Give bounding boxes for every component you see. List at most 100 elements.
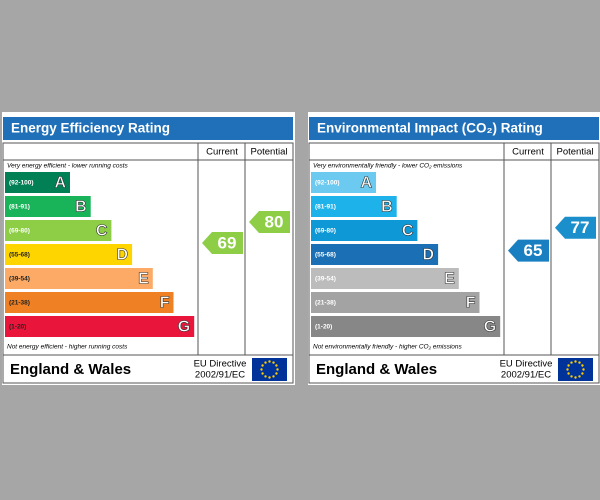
band-range: (21-38) (9, 300, 30, 307)
band-letter: B (75, 199, 87, 216)
panel-title: Environmental Impact (CO₂) Rating (317, 121, 543, 136)
rating-value: 69 (218, 233, 237, 252)
band-bar (311, 316, 501, 337)
rating-value: 65 (524, 241, 543, 260)
eu-star (268, 376, 271, 379)
rating-arrow (508, 239, 549, 262)
band-bar (311, 196, 397, 217)
rating-value: 80 (265, 212, 284, 231)
eu-star (275, 372, 278, 375)
footer-country: England & Wales (316, 361, 437, 378)
eu-star (275, 364, 278, 367)
rating-arrow (249, 211, 290, 233)
eu-star (574, 360, 577, 363)
eu-star (276, 368, 279, 371)
rating-value: 77 (571, 218, 590, 237)
rating-panel: Environmental Impact (CO₂) Rating Current… (308, 112, 600, 385)
eu-star (578, 375, 581, 378)
band-letter: D (117, 247, 129, 264)
band-letter: A (54, 175, 66, 192)
eu-star (582, 368, 585, 371)
panel-title: Energy Efficiency Rating (11, 121, 170, 136)
band-range: (92-100) (315, 180, 340, 187)
band-range: (55-68) (315, 252, 336, 259)
band-bar (5, 196, 91, 217)
band-range: (81-91) (9, 204, 30, 211)
bottom-note: Not energy efficient - higher running co… (7, 344, 128, 351)
band-letter: F (160, 295, 170, 312)
band-range: (21-38) (315, 300, 336, 307)
column-header: Potential (557, 147, 594, 158)
band-letter: F (466, 295, 476, 312)
eu-star (581, 364, 584, 367)
eu-star (567, 372, 570, 375)
band-letter: E (444, 271, 455, 288)
column-header: Current (206, 147, 238, 158)
band-range: (81-91) (315, 204, 336, 211)
eu-star (260, 368, 263, 371)
eu-star (566, 368, 569, 371)
eu-star (567, 364, 570, 367)
band-letter: E (138, 271, 149, 288)
band-bar (5, 244, 133, 265)
band-range: (1-20) (315, 324, 332, 331)
eu-star (578, 361, 581, 364)
band-bar (311, 220, 418, 241)
band-bar (311, 244, 439, 265)
band-letter: D (423, 247, 435, 264)
band-bar (5, 220, 112, 241)
band-bar (5, 268, 153, 289)
eu-star (272, 361, 275, 364)
footer-frame (2, 354, 294, 384)
footer-directive: 2002/91/EC (501, 370, 551, 381)
band-range: (55-68) (9, 252, 30, 259)
eu-star (261, 372, 264, 375)
column-header: Current (512, 147, 544, 158)
title-bar (3, 117, 293, 140)
band-letter: C (402, 223, 414, 240)
eu-star (574, 376, 577, 379)
footer-country: England & Wales (10, 361, 131, 378)
rating-arrow (555, 216, 596, 239)
column-header: Potential (251, 147, 288, 158)
band-range: (69-80) (9, 228, 30, 235)
band-range: (39-54) (315, 276, 336, 283)
footer-frame (308, 354, 600, 384)
band-letter: G (484, 319, 496, 336)
band-bar (311, 268, 459, 289)
eu-star (261, 364, 264, 367)
band-bar (311, 172, 376, 193)
band-letter: C (96, 223, 108, 240)
footer-directive: 2002/91/EC (195, 370, 245, 381)
eu-star (581, 372, 584, 375)
rating-panel: Energy Efficiency Rating Current Potential… (2, 112, 295, 385)
band-letter: A (360, 175, 372, 192)
band-letter: G (178, 319, 190, 336)
eu-star (264, 361, 267, 364)
eu-flag (252, 358, 287, 381)
eu-star (268, 360, 271, 363)
band-range: (92-100) (9, 180, 34, 187)
eu-star (570, 375, 573, 378)
top-note: Very energy efficient - lower running co… (7, 163, 129, 170)
band-range: (39-54) (9, 276, 30, 283)
eu-flag (558, 358, 593, 381)
rating-arrow (202, 232, 243, 255)
band-bar (5, 292, 174, 313)
band-letter: B (381, 199, 393, 216)
eu-star (272, 375, 275, 378)
footer-directive: EU Directive (500, 359, 553, 370)
band-range: (1-20) (9, 324, 26, 331)
title-bar (309, 117, 599, 140)
band-bar (5, 316, 195, 337)
band-bar (5, 172, 70, 193)
eu-star (264, 375, 267, 378)
bottom-note: Not environmentally friendly - higher CO… (313, 344, 463, 351)
eu-star (570, 361, 573, 364)
footer-directive: EU Directive (194, 359, 247, 370)
band-range: (69-80) (315, 228, 336, 235)
top-note: Very environmentally friendly - lower CO… (313, 163, 463, 170)
band-bar (311, 292, 480, 313)
